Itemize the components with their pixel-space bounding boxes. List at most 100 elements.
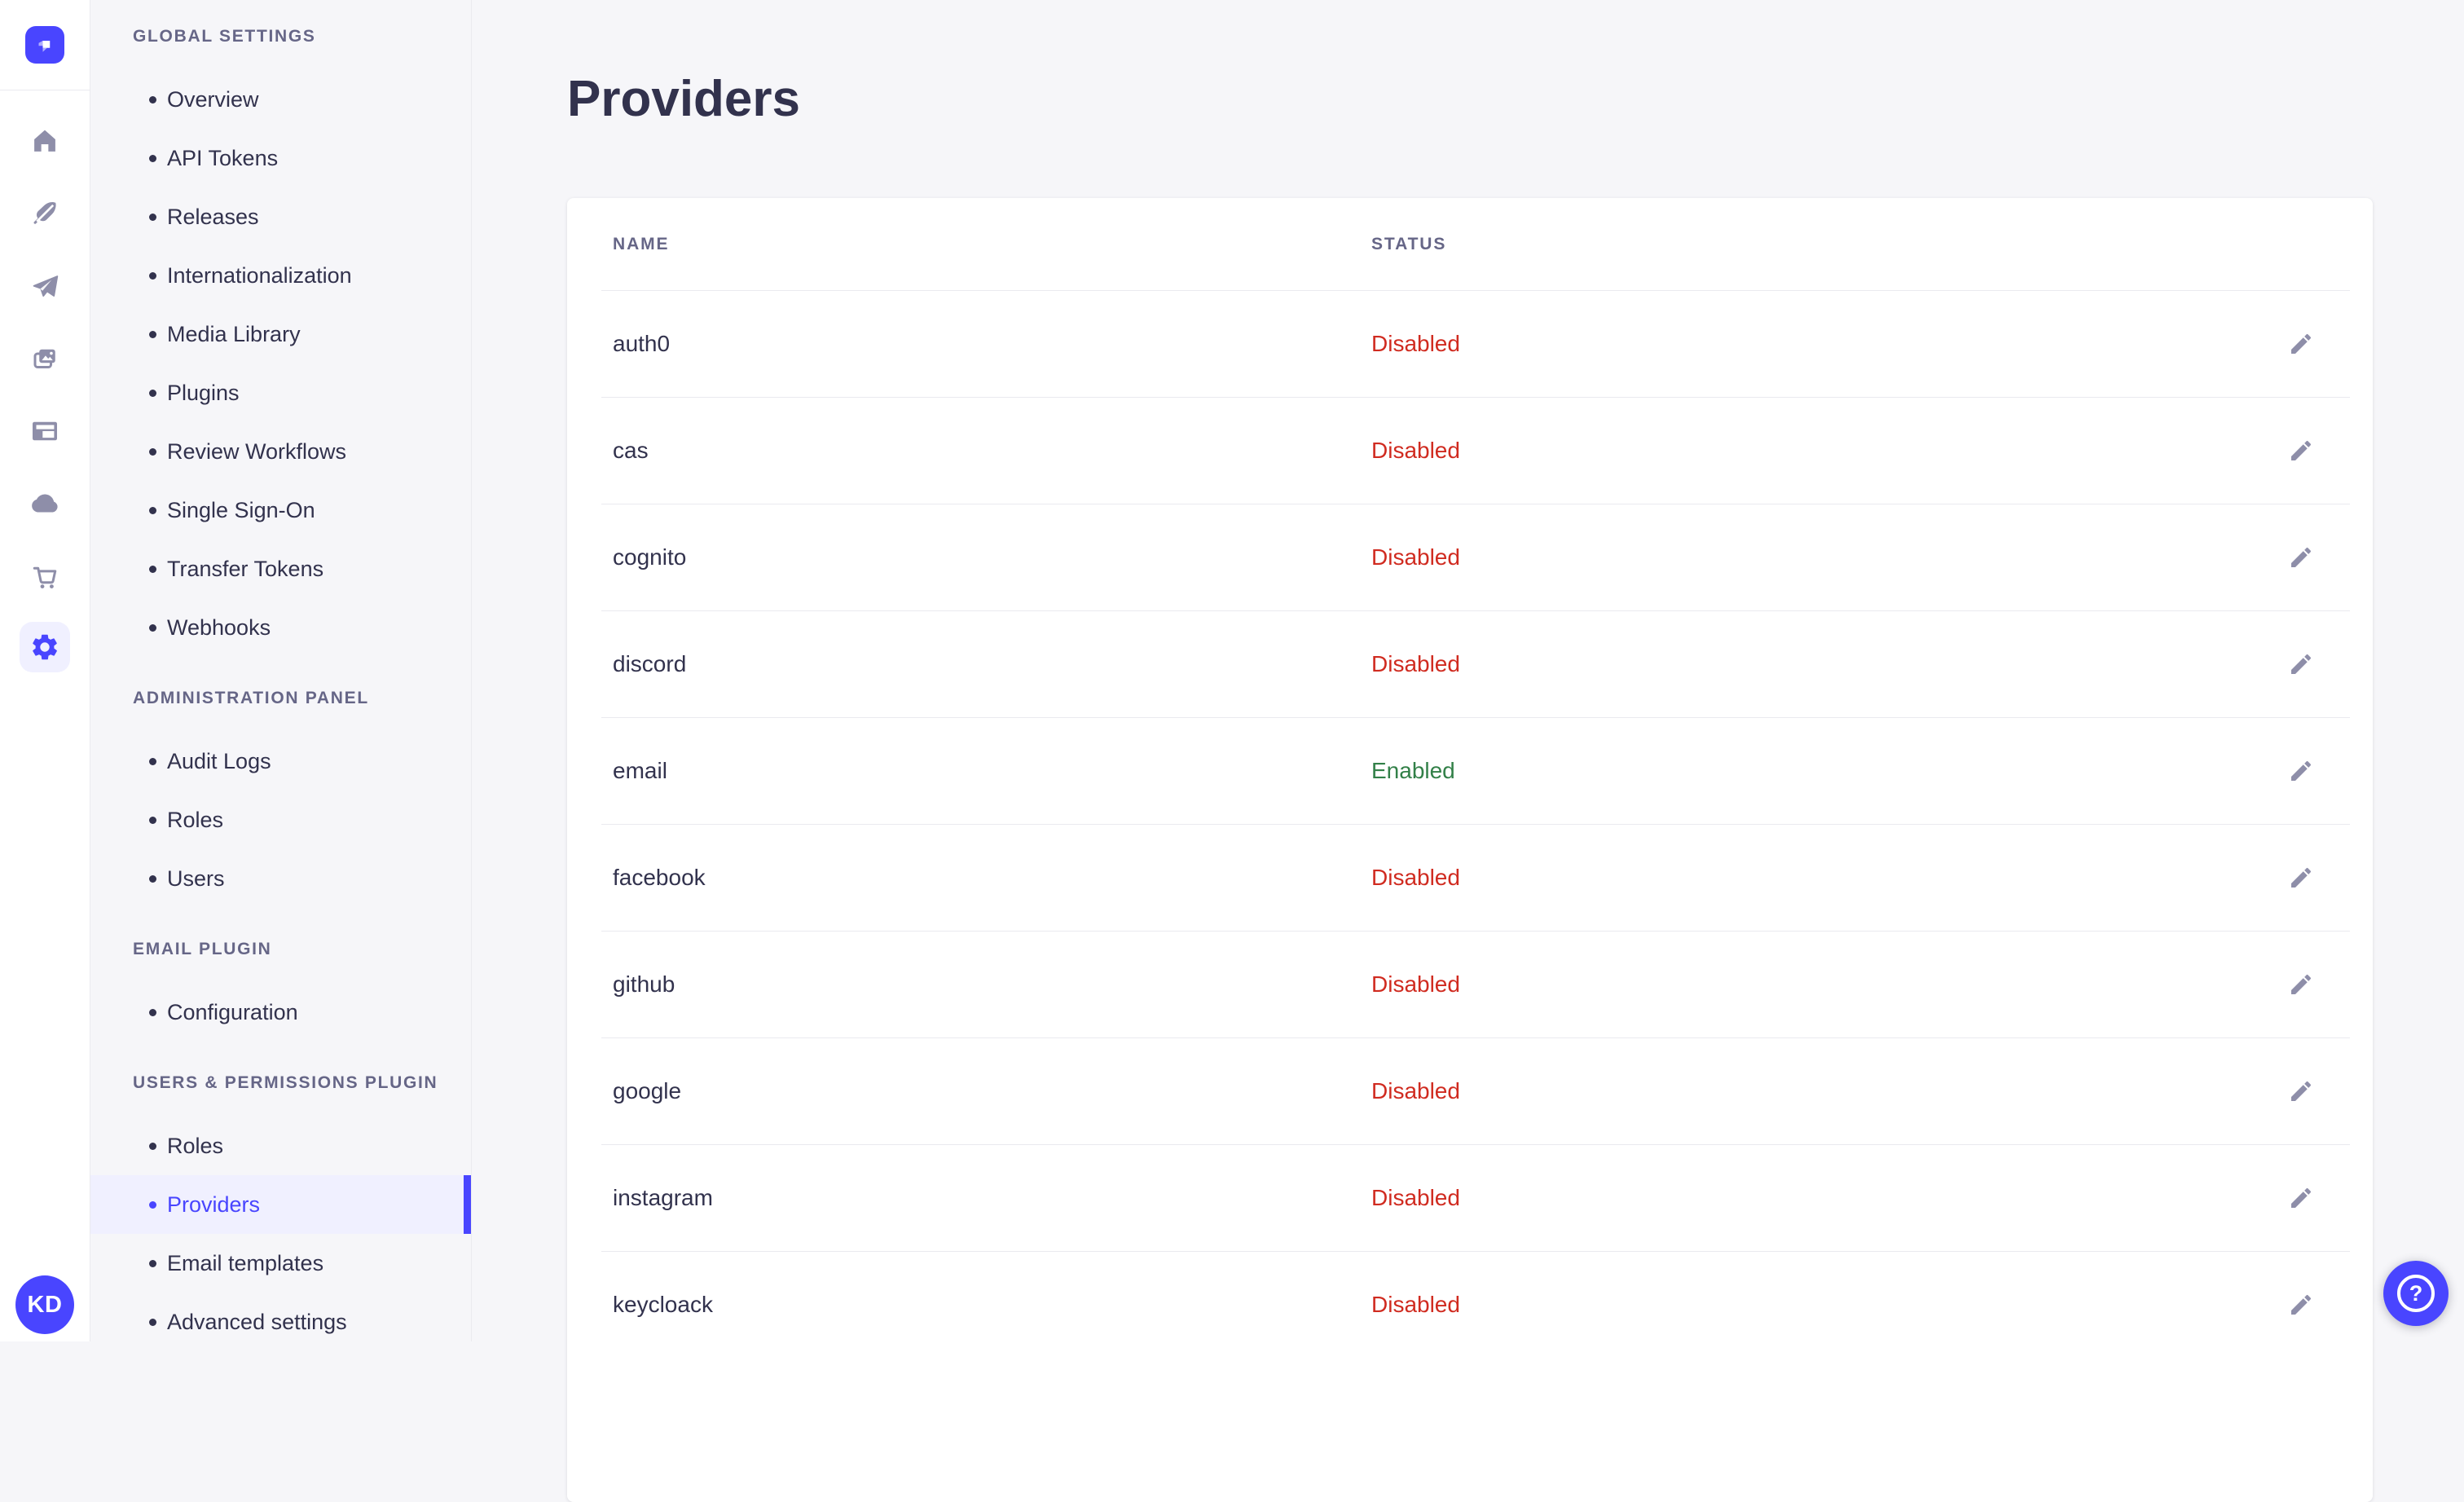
subnav-item-transfer-tokens[interactable]: Transfer Tokens [90,540,471,598]
subnav-item-configuration[interactable]: Configuration [90,983,471,1042]
subnav-item-roles[interactable]: Roles [90,791,471,849]
pencil-icon [2291,974,2312,994]
edit-provider-button[interactable] [2281,751,2321,791]
subnav-item-webhooks[interactable]: Webhooks [90,598,471,657]
question-mark-icon: ? [2397,1275,2435,1312]
subnav-item-label: Roles [167,1133,224,1158]
provider-status: Disabled [1371,330,1460,356]
table-row-email[interactable]: email Enabled [567,717,2373,824]
subnav-item-label: Transfer Tokens [167,556,324,581]
main-content: Providers NAME STATUS auth0 Disabled cas… [472,0,2464,1502]
strapi-logo[interactable] [25,26,64,64]
table-row-cognito[interactable]: cognito Disabled [567,504,2373,610]
help-button[interactable]: ? [2383,1261,2449,1326]
providers-table-card: NAME STATUS auth0 Disabled cas Disabled … [567,198,2373,1502]
edit-provider-button[interactable] [2281,431,2321,470]
edit-provider-button[interactable] [2281,324,2321,363]
table-row-google[interactable]: google Disabled [567,1037,2373,1144]
gear-icon [33,634,57,660]
cloud-icon[interactable] [30,489,59,518]
subnav-item-media-library[interactable]: Media Library [90,305,471,363]
paper-plane-icon[interactable] [30,271,59,301]
provider-status: Disabled [1371,864,1460,890]
subnav-item-label: Users [167,866,225,891]
provider-name: keycloack [613,1291,713,1317]
subnav-item-label: Email templates [167,1250,324,1275]
user-avatar[interactable]: KD [15,1275,74,1334]
bullet-icon [149,1318,156,1326]
subnav-item-providers[interactable]: Providers [90,1175,471,1234]
edit-provider-button[interactable] [2281,1285,2321,1324]
bullet-icon [149,874,156,883]
bullet-icon [149,1259,156,1267]
bullet-icon [149,154,156,162]
subnav-item-audit-logs[interactable]: Audit Logs [90,732,471,791]
subnav-item-roles[interactable]: Roles [90,1117,471,1175]
table-row-github[interactable]: github Disabled [567,931,2373,1037]
subnav-item-users[interactable]: Users [90,849,471,908]
subnav-section-items: Audit Logs Roles Users [90,732,471,908]
provider-status: Disabled [1371,650,1460,676]
subnav-sections: GLOBAL SETTINGS Overview API Tokens Rele… [90,26,471,1351]
subnav-item-overview[interactable]: Overview [90,70,471,129]
layout-icon[interactable] [30,416,59,446]
edit-provider-button[interactable] [2281,965,2321,1004]
subnav-section: USERS & PERMISSIONS PLUGIN Roles Provide… [90,1073,471,1351]
subnav-item-single-sign-on[interactable]: Single Sign-On [90,481,471,540]
subnav-section: ADMINISTRATION PANEL Audit Logs Roles Us… [90,688,471,908]
edit-provider-button[interactable] [2281,1178,2321,1218]
subnav-section-items: Overview API Tokens Releases Internation… [90,70,471,657]
subnav-item-label: Internationalization [167,262,352,288]
subnav-section-label: EMAIL PLUGIN [133,940,272,958]
table-body: auth0 Disabled cas Disabled cognito Disa… [567,290,2373,1358]
table-row-instagram[interactable]: instagram Disabled [567,1144,2373,1251]
provider-name: auth0 [613,330,671,356]
settings-nav-active[interactable] [20,622,70,672]
table-row-facebook[interactable]: facebook Disabled [567,824,2373,931]
subnav-item-label: Single Sign-On [167,497,315,522]
subnav-item-plugins[interactable]: Plugins [90,363,471,422]
pencil-icon [2291,760,2312,781]
edit-provider-button[interactable] [2281,1072,2321,1111]
cart-icon[interactable] [30,562,59,591]
subnav-item-releases[interactable]: Releases [90,187,471,246]
pencil-icon [2291,1294,2312,1315]
subnav-item-review-workflows[interactable]: Review Workflows [90,422,471,481]
subnav-item-api-tokens[interactable]: API Tokens [90,129,471,187]
subnav-section: GLOBAL SETTINGS Overview API Tokens Rele… [90,26,471,657]
column-header-status: STATUS [1371,234,1447,253]
table-row-cas[interactable]: cas Disabled [567,397,2373,504]
provider-name: github [613,971,675,997]
subnav-item-label: Configuration [167,999,298,1024]
media-library-icon[interactable] [30,344,59,373]
subnav-item-internationalization[interactable]: Internationalization [90,246,471,305]
subnav-item-label: Plugins [167,380,240,405]
subnav-item-advanced-settings[interactable]: Advanced settings [90,1293,471,1351]
settings-subnav: GLOBAL SETTINGS Overview API Tokens Rele… [90,0,472,1341]
provider-status: Disabled [1371,544,1460,570]
edit-provider-button[interactable] [2281,538,2321,577]
bullet-icon [149,213,156,221]
table-row-auth0[interactable]: auth0 Disabled [567,290,2373,397]
table-row-discord[interactable]: discord Disabled [567,610,2373,717]
table-row-keycloack[interactable]: keycloack Disabled [567,1251,2373,1358]
bullet-icon [149,1200,156,1209]
bullet-icon [149,623,156,632]
home-icon[interactable] [30,126,59,156]
subnav-section-items: Configuration [90,983,471,1042]
bullet-icon [149,816,156,824]
rail-icon-list [0,90,90,672]
pencil-icon [2291,1187,2312,1208]
edit-provider-button[interactable] [2281,858,2321,897]
edit-provider-button[interactable] [2281,645,2321,684]
provider-status: Disabled [1371,971,1460,997]
subnav-item-label: Webhooks [167,614,271,640]
subnav-item-email-templates[interactable]: Email templates [90,1234,471,1293]
subnav-item-label: API Tokens [167,145,279,170]
subnav-item-label: Providers [167,1191,261,1217]
table-header-row: NAME STATUS [567,198,2373,290]
feather-icon[interactable] [30,199,59,228]
provider-status: Disabled [1371,437,1460,463]
provider-name: google [613,1077,682,1103]
